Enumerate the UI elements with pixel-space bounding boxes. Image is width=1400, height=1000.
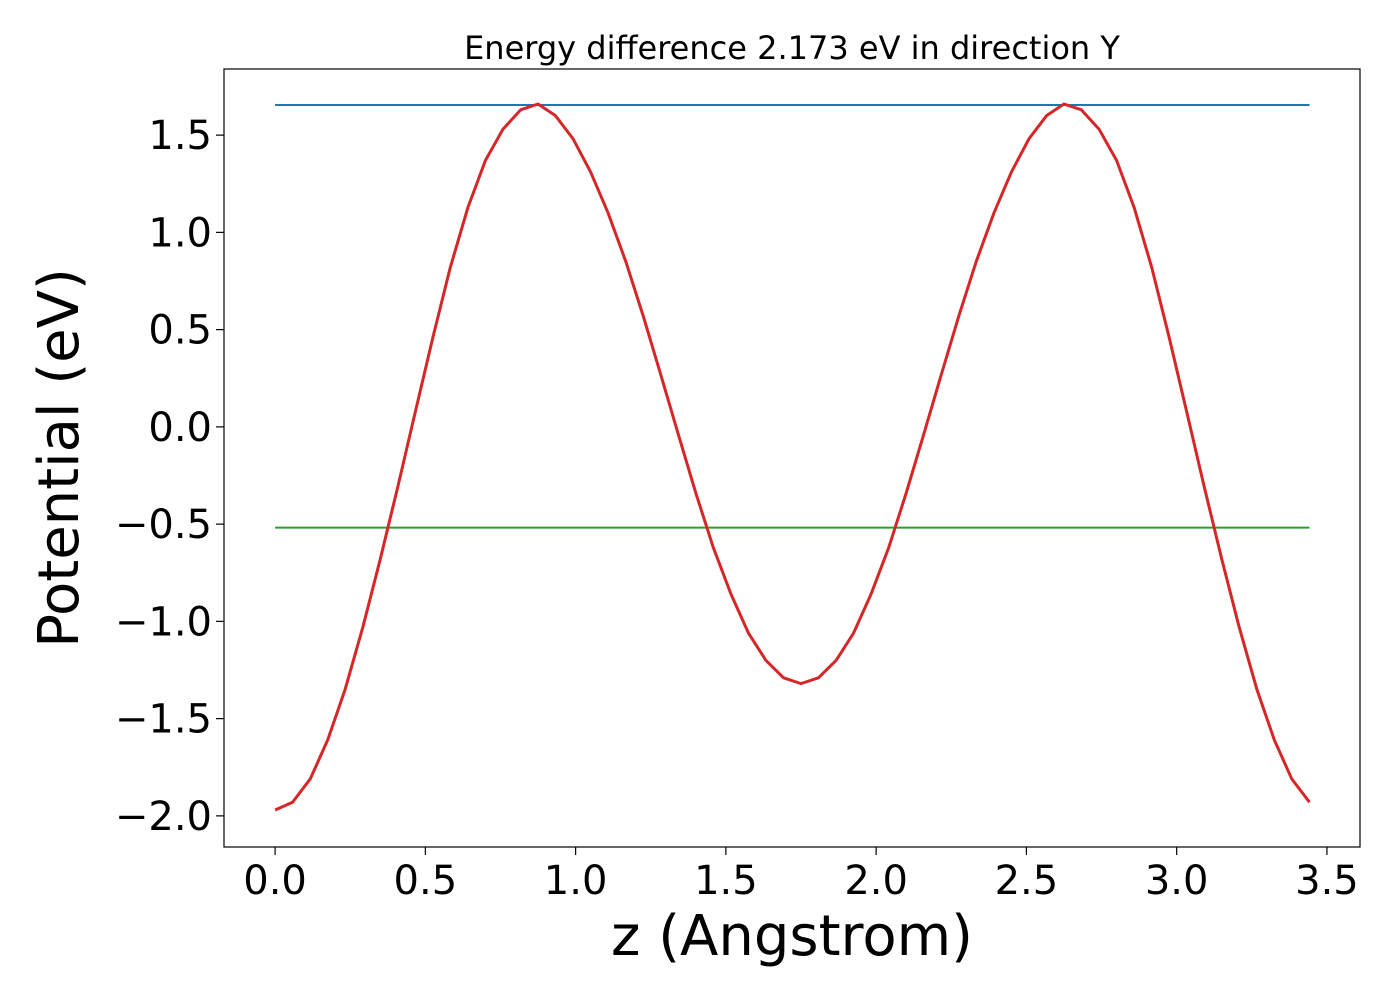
y-tick-label: 0.5 xyxy=(148,308,212,354)
y-tick-label: −0.5 xyxy=(115,502,212,548)
plot-frame xyxy=(223,68,1361,848)
plot-layer xyxy=(274,102,1311,812)
x-tick-label: 3.5 xyxy=(1295,858,1359,904)
x-tick-label: 0.0 xyxy=(243,858,307,904)
y-tick-label: 0.0 xyxy=(148,405,212,451)
x-tick-label: 1.5 xyxy=(694,858,758,904)
x-tick-label: 2.5 xyxy=(995,858,1059,904)
x-axis-ticks: 0.0 0.5 1.0 1.5 2.0 2.5 3.0 3.5 xyxy=(243,847,1359,904)
y-tick-label: 1.5 xyxy=(148,113,212,159)
y-tick-label: −1.5 xyxy=(115,697,212,743)
potential-line xyxy=(274,102,1311,812)
y-tick-label: −1.0 xyxy=(115,599,212,645)
x-tick-label: 0.5 xyxy=(394,858,458,904)
chart-title: Energy difference 2.173 eV in direction … xyxy=(464,29,1120,67)
y-axis-ticks: −2.0 −1.5 −1.0 −0.5 0.0 0.5 1.0 1.5 xyxy=(115,113,224,840)
y-axis-label: Potential (eV) xyxy=(27,268,92,648)
y-tick-label: −2.0 xyxy=(115,794,212,840)
x-tick-label: 1.0 xyxy=(544,858,608,904)
x-tick-label: 3.0 xyxy=(1145,858,1209,904)
x-tick-label: 2.0 xyxy=(844,858,908,904)
x-axis-label: z (Angstrom) xyxy=(611,904,973,969)
y-tick-label: 1.0 xyxy=(148,210,212,256)
